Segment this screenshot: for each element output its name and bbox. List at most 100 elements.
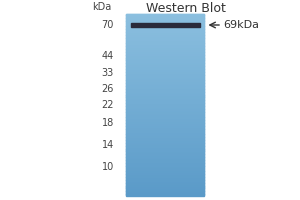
Bar [126,163,204,164]
Bar [126,136,204,137]
Bar [126,102,204,103]
Bar [126,162,204,163]
Text: 44: 44 [102,51,114,61]
Bar [126,100,204,101]
Bar [126,69,204,70]
Bar [126,68,204,69]
Bar [126,56,204,57]
Bar [126,112,204,113]
Bar [126,24,204,25]
Bar [126,179,204,180]
Bar [126,138,204,139]
Bar [126,147,204,148]
Bar [126,68,204,69]
Bar [126,57,204,58]
Bar [126,26,204,27]
Bar [126,172,204,173]
Bar [126,29,204,30]
Bar [126,113,204,114]
Bar [126,148,204,149]
Bar [126,79,204,80]
Bar [126,41,204,42]
Bar [126,43,204,44]
Bar [126,165,204,166]
Bar [126,36,204,37]
Bar [126,18,204,19]
Bar [126,142,204,143]
Bar [126,125,204,126]
Bar [126,110,204,111]
Bar [126,29,204,30]
Bar [126,69,204,70]
Bar [126,79,204,80]
Bar [126,31,204,32]
Bar [126,169,204,170]
Bar [126,183,204,184]
Bar [126,137,204,138]
Bar [126,65,204,66]
Bar [126,176,204,177]
Text: 33: 33 [102,68,114,78]
Bar [126,170,204,171]
Bar [126,186,204,187]
Bar [126,118,204,119]
Bar [126,145,204,146]
Bar [126,88,204,89]
Bar [126,123,204,124]
Bar [126,189,204,190]
Bar [126,61,204,62]
Bar [126,14,204,15]
Bar [126,115,204,116]
Bar [126,193,204,194]
Bar [126,21,204,22]
Bar [126,195,204,196]
Bar [126,72,204,73]
Text: 10: 10 [102,162,114,172]
Bar [126,92,204,93]
Bar [126,187,204,188]
Bar [126,27,204,28]
Bar [126,48,204,49]
Bar [126,88,204,89]
Bar [126,117,204,118]
Bar [126,23,204,24]
Bar [126,66,204,67]
Bar [126,83,204,84]
Bar [126,135,204,136]
Bar [126,30,204,31]
Bar [126,194,204,195]
Bar [126,65,204,66]
Text: Western Blot: Western Blot [146,2,226,15]
Bar [126,157,204,158]
Bar [126,42,204,43]
Bar [126,193,204,194]
Bar [126,123,204,124]
Bar [126,25,204,26]
Bar [126,19,204,20]
Bar [126,42,204,43]
Bar [126,176,204,177]
Bar [126,104,204,105]
Bar [126,38,204,39]
Bar [126,105,204,106]
Bar [126,34,204,35]
Bar [126,128,204,129]
Bar [126,66,204,67]
Bar [126,33,204,34]
Bar [126,40,204,41]
Bar [126,154,204,155]
Bar [126,26,204,27]
Bar [126,87,204,88]
Text: 70: 70 [102,20,114,30]
Bar [126,119,204,120]
Bar [126,28,204,29]
Bar [126,140,204,141]
Bar [126,25,204,26]
Bar [126,97,204,98]
Bar [126,23,204,24]
Bar [126,185,204,186]
Bar [126,15,204,16]
Bar [126,160,204,161]
Bar [126,178,204,179]
Bar [126,164,204,165]
